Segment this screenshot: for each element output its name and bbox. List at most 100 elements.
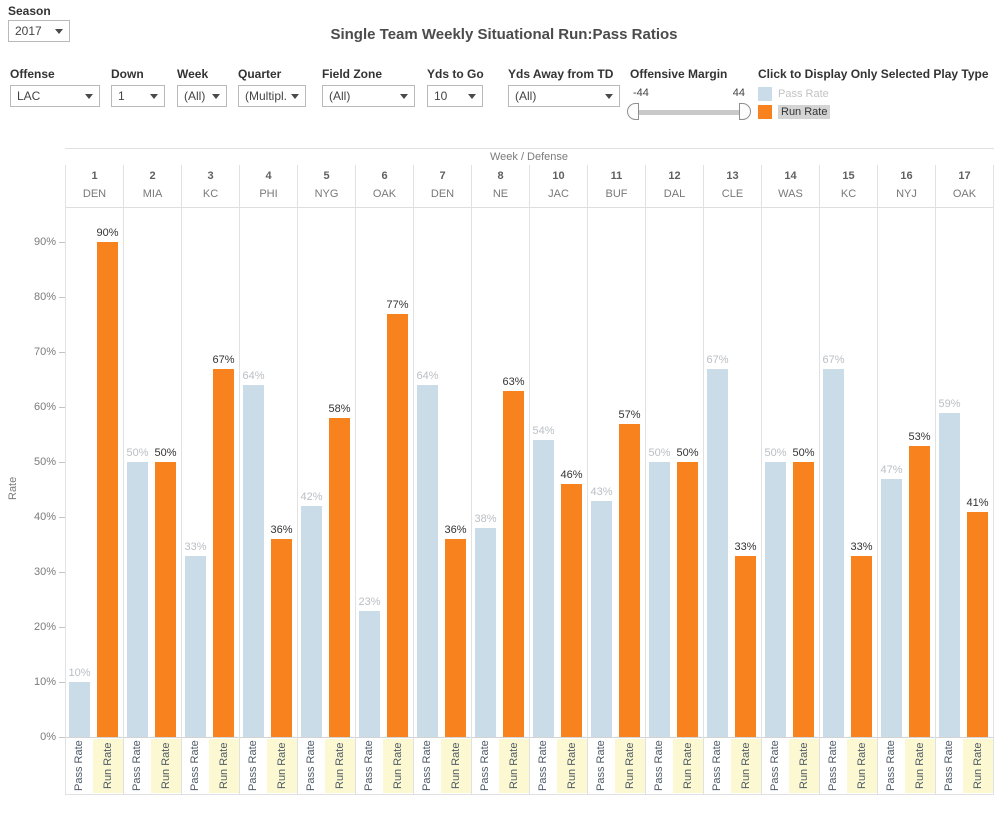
run-rate-axis-label[interactable]: Run Rate — [682, 742, 694, 790]
pass-rate-value-label: 23% — [358, 595, 381, 608]
pass-rate-axis-label[interactable]: Pass Rate — [131, 740, 143, 792]
run-rate-axis-label[interactable]: Run Rate — [276, 742, 288, 790]
pass-rate-axis-label[interactable]: Pass Rate — [479, 740, 491, 792]
pass-rate-bar[interactable] — [649, 462, 670, 737]
offensive-margin-slider-track[interactable] — [633, 110, 745, 115]
run-rate-bar[interactable] — [735, 555, 756, 737]
pass-rate-axis-label[interactable]: Pass Rate — [943, 740, 955, 792]
run-rate-axis-label[interactable]: Run Rate — [624, 742, 636, 790]
run-rate-bar[interactable] — [271, 539, 292, 737]
run-rate-bar[interactable] — [445, 539, 466, 737]
field-zone-dropdown-value: (All) — [329, 89, 351, 103]
column-plot: 50% 50% — [646, 208, 703, 738]
legend-item-run-rate[interactable]: Run Rate — [758, 104, 831, 119]
run-rate-bar[interactable] — [851, 555, 872, 737]
run-rate-axis-label[interactable]: Run Rate — [508, 742, 520, 790]
column-header: 10 JAC — [530, 165, 587, 208]
run-rate-bar[interactable] — [329, 418, 350, 737]
slider-handle-right[interactable] — [739, 103, 751, 120]
pass-rate-axis-label[interactable]: Pass Rate — [73, 740, 85, 792]
pass-rate-bar[interactable] — [765, 462, 786, 737]
run-rate-axis-label[interactable]: Run Rate — [856, 742, 868, 790]
pass-rate-bar[interactable] — [243, 385, 264, 737]
run-rate-bar[interactable] — [909, 445, 930, 737]
offense-dropdown[interactable]: LAC — [10, 85, 100, 107]
week-number: 6 — [381, 170, 388, 182]
legend-item-pass-rate[interactable]: Pass Rate — [758, 86, 829, 101]
run-rate-bar[interactable] — [677, 462, 698, 737]
pass-rate-bar[interactable] — [881, 478, 902, 737]
run-rate-axis-label[interactable]: Run Rate — [450, 742, 462, 790]
run-rate-bar[interactable] — [155, 462, 176, 737]
pass-rate-bar[interactable] — [591, 500, 612, 737]
run-rate-bar[interactable] — [967, 511, 988, 737]
pass-rate-bar[interactable] — [359, 610, 380, 737]
pass-rate-axis-label[interactable]: Pass Rate — [305, 740, 317, 792]
yds-to-go-dropdown[interactable]: 10 — [427, 85, 483, 107]
run-rate-axis-label[interactable]: Run Rate — [392, 742, 404, 790]
pass-rate-axis-label[interactable]: Pass Rate — [653, 740, 665, 792]
column-header: 16 NYJ — [878, 165, 935, 208]
pass-rate-axis-label[interactable]: Pass Rate — [885, 740, 897, 792]
run-rate-axis-label[interactable]: Run Rate — [218, 742, 230, 790]
pass-rate-bar[interactable] — [185, 555, 206, 737]
pass-rate-bar[interactable] — [417, 385, 438, 737]
pass-rate-axis-label[interactable]: Pass Rate — [595, 740, 607, 792]
down-filter-label: Down — [111, 67, 144, 81]
pass-rate-bar[interactable] — [707, 368, 728, 737]
run-rate-axis-label[interactable]: Run Rate — [798, 742, 810, 790]
field-zone-dropdown[interactable]: (All) — [322, 85, 415, 107]
pass-rate-axis-label[interactable]: Pass Rate — [537, 740, 549, 792]
run-rate-bar[interactable] — [503, 390, 524, 737]
run-rate-value-label: 50% — [792, 447, 815, 459]
pass-rate-bar[interactable] — [533, 440, 554, 737]
pass-rate-axis-label[interactable]: Pass Rate — [189, 740, 201, 792]
quarter-dropdown[interactable]: (Multipl... — [238, 85, 306, 107]
season-dropdown[interactable]: 2017 — [8, 20, 70, 42]
chevron-down-icon — [150, 93, 158, 99]
pass-rate-bar[interactable] — [823, 368, 844, 737]
pass-rate-bar[interactable] — [475, 528, 496, 737]
slider-handle-left[interactable] — [627, 103, 639, 120]
run-rate-bar[interactable] — [793, 462, 814, 737]
pass-rate-bar[interactable] — [127, 462, 148, 737]
run-rate-bar[interactable] — [387, 313, 408, 737]
run-rate-value-label: 46% — [560, 469, 583, 481]
pass-rate-bar[interactable] — [939, 412, 960, 737]
run-rate-selected-highlight — [789, 739, 819, 793]
week-number: 13 — [726, 170, 739, 182]
down-dropdown[interactable]: 1 — [111, 85, 165, 107]
week-dropdown[interactable]: (All) — [177, 85, 227, 107]
run-rate-bar[interactable] — [213, 368, 234, 737]
yds-to-go-filter-label: Yds to Go — [427, 67, 484, 81]
pass-rate-value-label: 50% — [126, 447, 149, 459]
pass-rate-axis-label[interactable]: Pass Rate — [247, 740, 259, 792]
run-rate-bar[interactable] — [619, 423, 640, 737]
pass-rate-axis-label[interactable]: Pass Rate — [711, 740, 723, 792]
run-rate-axis-label[interactable]: Run Rate — [740, 742, 752, 790]
pass-rate-value-label: 64% — [416, 370, 439, 382]
yds-away-from-td-dropdown[interactable]: (All) — [508, 85, 620, 107]
run-rate-axis-label[interactable]: Run Rate — [566, 742, 578, 790]
run-rate-bar[interactable] — [97, 242, 118, 737]
pass-rate-axis-label[interactable]: Pass Rate — [827, 740, 839, 792]
run-rate-axis-label[interactable]: Run Rate — [160, 742, 172, 790]
pass-rate-axis-label[interactable]: Pass Rate — [421, 740, 433, 792]
run-rate-bar[interactable] — [561, 484, 582, 737]
slider-min-value: -44 — [633, 87, 649, 99]
pass-rate-bar[interactable] — [301, 506, 322, 737]
y-tick-mark — [59, 572, 65, 573]
pass-rate-axis-label[interactable]: Pass Rate — [769, 740, 781, 792]
run-rate-axis-label[interactable]: Run Rate — [102, 742, 114, 790]
run-rate-axis-label[interactable]: Run Rate — [972, 742, 984, 790]
run-rate-axis-label[interactable]: Run Rate — [914, 742, 926, 790]
run-rate-axis-label[interactable]: Run Rate — [334, 742, 346, 790]
season-dropdown-value: 2017 — [15, 24, 42, 38]
pass-rate-axis-label[interactable]: Pass Rate — [363, 740, 375, 792]
pass-rate-value-label: 38% — [474, 513, 497, 525]
week-column: 12 DAL 50% 50% Pass Rate Run Rate — [646, 165, 704, 795]
week-dropdown-value: (All) — [184, 89, 206, 103]
defense-name: OAK — [952, 188, 977, 200]
pass-rate-bar[interactable] — [69, 682, 90, 737]
week-column: 14 WAS 50% 50% Pass Rate Run Rate — [762, 165, 820, 795]
